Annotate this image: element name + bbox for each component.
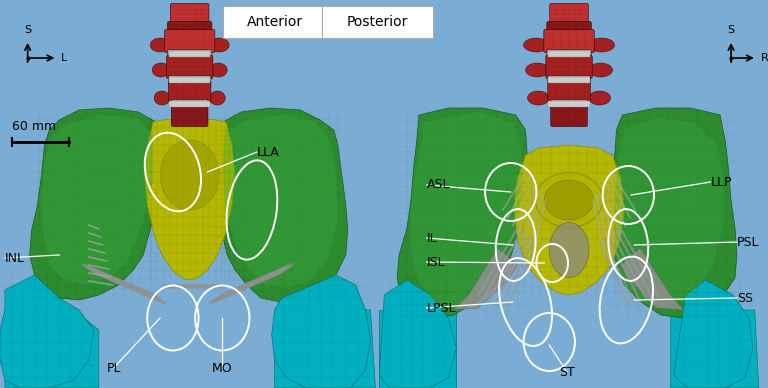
Ellipse shape <box>210 91 225 105</box>
Ellipse shape <box>589 38 614 52</box>
Text: Anterior: Anterior <box>247 15 303 29</box>
Bar <box>169 77 210 83</box>
FancyBboxPatch shape <box>170 3 209 24</box>
FancyBboxPatch shape <box>551 106 588 126</box>
Ellipse shape <box>589 63 613 77</box>
Text: PL: PL <box>106 362 121 374</box>
FancyBboxPatch shape <box>171 106 208 126</box>
Polygon shape <box>621 248 684 310</box>
Ellipse shape <box>535 173 603 227</box>
Text: MO: MO <box>212 362 233 374</box>
Polygon shape <box>397 108 528 318</box>
Polygon shape <box>453 248 518 310</box>
Polygon shape <box>30 108 160 300</box>
FancyBboxPatch shape <box>551 99 588 109</box>
Polygon shape <box>674 280 753 388</box>
Polygon shape <box>411 112 522 308</box>
Bar <box>169 101 210 107</box>
Ellipse shape <box>152 63 170 77</box>
FancyBboxPatch shape <box>167 55 213 78</box>
FancyBboxPatch shape <box>550 3 588 24</box>
Ellipse shape <box>210 38 229 52</box>
FancyBboxPatch shape <box>164 29 215 52</box>
Polygon shape <box>608 108 737 318</box>
FancyBboxPatch shape <box>223 6 326 38</box>
Polygon shape <box>670 310 759 388</box>
Bar <box>169 51 210 57</box>
Text: IL: IL <box>427 232 438 244</box>
FancyBboxPatch shape <box>548 81 591 102</box>
Text: PSL: PSL <box>737 236 760 248</box>
Ellipse shape <box>154 91 170 105</box>
Polygon shape <box>0 275 94 388</box>
FancyBboxPatch shape <box>547 50 591 59</box>
Ellipse shape <box>528 91 549 105</box>
Polygon shape <box>379 280 456 388</box>
Bar <box>548 51 590 57</box>
Text: S: S <box>24 25 31 35</box>
FancyBboxPatch shape <box>544 29 594 52</box>
Polygon shape <box>215 108 348 302</box>
FancyBboxPatch shape <box>171 99 208 109</box>
Ellipse shape <box>589 91 611 105</box>
Text: LPSL: LPSL <box>427 301 456 315</box>
Text: INL: INL <box>5 251 25 265</box>
Ellipse shape <box>549 222 589 277</box>
Polygon shape <box>41 115 153 285</box>
Polygon shape <box>144 118 235 280</box>
Polygon shape <box>223 115 338 288</box>
FancyBboxPatch shape <box>547 21 591 33</box>
Text: ISL: ISL <box>427 256 445 268</box>
Text: S: S <box>727 25 735 35</box>
Text: LLA: LLA <box>257 146 280 159</box>
Text: ASL: ASL <box>427 178 450 192</box>
Text: SS: SS <box>737 291 753 305</box>
Ellipse shape <box>210 63 227 77</box>
Ellipse shape <box>160 140 220 210</box>
Polygon shape <box>379 310 456 388</box>
Text: R: R <box>760 53 768 63</box>
Polygon shape <box>5 310 99 388</box>
Polygon shape <box>614 118 723 308</box>
Polygon shape <box>272 275 370 388</box>
Text: LLP: LLP <box>710 175 732 189</box>
Polygon shape <box>275 310 376 388</box>
FancyBboxPatch shape <box>322 6 432 38</box>
Ellipse shape <box>545 180 594 220</box>
Text: 60 mm: 60 mm <box>12 120 56 133</box>
Ellipse shape <box>151 38 170 52</box>
Bar <box>548 77 590 83</box>
FancyBboxPatch shape <box>167 21 212 33</box>
Bar <box>548 101 590 107</box>
Text: ST: ST <box>559 365 575 379</box>
Polygon shape <box>514 145 624 295</box>
FancyBboxPatch shape <box>167 50 212 59</box>
FancyBboxPatch shape <box>168 81 211 102</box>
FancyBboxPatch shape <box>548 76 591 85</box>
Text: L: L <box>61 53 68 63</box>
Ellipse shape <box>525 63 549 77</box>
Ellipse shape <box>524 38 549 52</box>
FancyBboxPatch shape <box>168 76 211 85</box>
FancyBboxPatch shape <box>546 55 592 78</box>
Text: Posterior: Posterior <box>346 15 408 29</box>
